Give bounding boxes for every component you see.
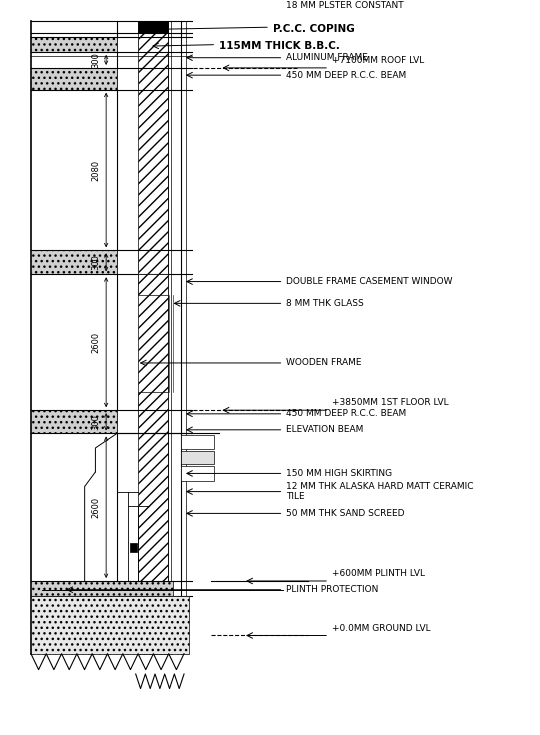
Bar [138,392,168,410]
Text: +0.0MM GROUND LVL: +0.0MM GROUND LVL [332,623,430,633]
Text: 115MM THICK B.B.C.: 115MM THICK B.B.C. [219,41,340,51]
Text: +7100MM ROOF LVL: +7100MM ROOF LVL [332,56,424,65]
Text: 300: 300 [91,414,100,430]
Text: DOUBLE FRAME CASEMENT WINDOW: DOUBLE FRAME CASEMENT WINDOW [286,277,453,286]
Text: PLINTH PROTECTION: PLINTH PROTECTION [286,585,379,594]
Bar [117,251,138,274]
Bar [31,410,117,434]
Bar [31,251,117,274]
Bar [117,68,138,90]
Text: 150 MM HIGH SKIRTING: 150 MM HIGH SKIRTING [286,469,392,478]
Text: 300: 300 [91,254,100,270]
Text: 18 MM PLSTER CONSTANT: 18 MM PLSTER CONSTANT [286,1,404,10]
Bar [181,466,214,481]
Text: 2080: 2080 [91,159,100,181]
Bar [31,581,173,595]
Bar [138,21,168,33]
Text: ALUMINUM FRAME: ALUMINUM FRAME [286,53,368,62]
Text: 450 MM DEEP R.C.C. BEAM: 450 MM DEEP R.C.C. BEAM [286,71,407,79]
Bar [31,595,190,653]
Bar [117,37,138,52]
Text: +600MM PLINTH LVL: +600MM PLINTH LVL [332,569,425,578]
Text: 2600: 2600 [91,331,100,353]
Bar [138,274,168,295]
Text: 2600: 2600 [91,497,100,517]
Text: +3850MM 1ST FLOOR LVL: +3850MM 1ST FLOOR LVL [332,398,448,407]
Bar [31,68,117,90]
Bar [138,21,168,653]
Text: 450 MM DEEP R.C.C. BEAM: 450 MM DEEP R.C.C. BEAM [286,409,407,418]
Text: 50 MM THK SAND SCREED: 50 MM THK SAND SCREED [286,509,404,518]
Bar [181,451,214,464]
Bar [130,543,137,552]
Bar [31,37,117,52]
Text: WOODEN FRAME: WOODEN FRAME [286,359,362,368]
Bar [117,410,138,434]
Text: 300: 300 [91,52,100,68]
Text: 8 MM THK GLASS: 8 MM THK GLASS [286,299,364,308]
Text: ELEVATION BEAM: ELEVATION BEAM [286,426,363,434]
Text: 12 MM THK ALASKA HARD MATT CERAMIC
TILE: 12 MM THK ALASKA HARD MATT CERAMIC TILE [286,482,474,501]
Text: P.C.C. COPING: P.C.C. COPING [273,24,354,35]
Bar [181,435,214,449]
